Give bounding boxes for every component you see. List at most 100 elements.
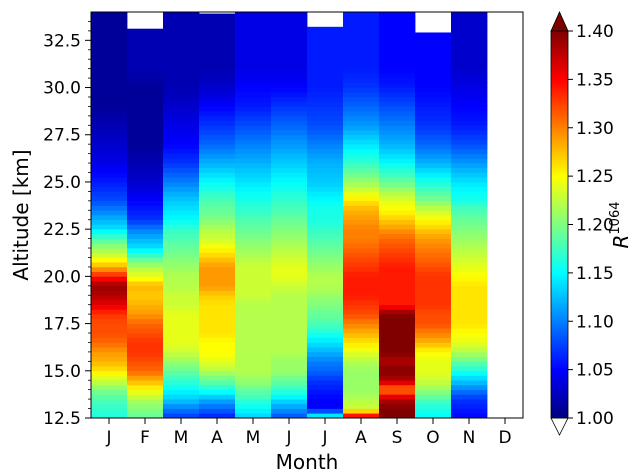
heatmap-cell — [163, 408, 200, 414]
heatmap-cell — [451, 398, 488, 405]
heatmap-cell — [127, 257, 164, 263]
heatmap-cell — [307, 361, 344, 367]
heatmap-cell — [235, 49, 272, 55]
heatmap-cell — [415, 158, 452, 164]
heatmap-cell — [415, 40, 452, 46]
colorbar-tick-label: 1.15 — [576, 264, 614, 284]
heatmap-cell — [379, 337, 416, 343]
heatmap-cell — [127, 129, 164, 136]
heatmap-cell — [307, 233, 344, 239]
heatmap-cell — [271, 408, 308, 414]
heatmap-cell — [127, 200, 164, 206]
heatmap-cell — [415, 342, 452, 348]
heatmap-cell — [415, 186, 452, 192]
heatmap-cell — [199, 143, 236, 150]
heatmap-cell — [91, 257, 128, 263]
heatmap-cell — [451, 21, 488, 27]
heatmap-cell — [127, 403, 164, 409]
heatmap-cell — [379, 101, 416, 107]
heatmap-cell — [127, 82, 164, 88]
heatmap-cell — [127, 153, 164, 159]
y-tick-label: 22.5 — [43, 220, 81, 240]
heatmap-cell — [415, 370, 452, 376]
heatmap-cell — [379, 30, 416, 36]
heatmap-cell — [451, 294, 488, 301]
heatmap-cell — [379, 394, 416, 400]
y-tick-label: 30.0 — [43, 79, 81, 99]
heatmap-cell — [127, 309, 164, 315]
heatmap-cell — [91, 337, 128, 343]
heatmap-cell — [235, 243, 272, 249]
heatmap-cell — [199, 313, 236, 320]
heatmap-cell — [91, 153, 128, 159]
heatmap-cell — [199, 214, 236, 221]
heatmap-cell — [271, 276, 308, 282]
heatmap-cell — [199, 129, 236, 136]
heatmap-cell — [415, 181, 452, 187]
heatmap-cell — [91, 304, 128, 310]
heatmap-cell — [343, 58, 380, 65]
heatmap-cell — [271, 224, 308, 230]
heatmap-cell — [307, 238, 344, 244]
heatmap-cell — [343, 313, 380, 320]
heatmap-cell — [451, 58, 488, 65]
heatmap-cell — [235, 224, 272, 230]
heatmap-cell — [235, 294, 272, 301]
heatmap-cell — [199, 370, 236, 376]
heatmap-cell — [199, 228, 236, 235]
heatmap-cell — [235, 304, 272, 310]
heatmap-cell — [91, 224, 128, 230]
x-tick-label: F — [140, 428, 150, 448]
heatmap-cell — [343, 266, 380, 272]
heatmap-cell — [343, 96, 380, 102]
heatmap-cell — [235, 398, 272, 405]
heatmap-cell — [379, 384, 416, 390]
heatmap-cell — [307, 68, 344, 74]
heatmap-cell — [271, 375, 308, 381]
heatmap-cell — [163, 346, 200, 353]
heatmap-cell — [163, 332, 200, 339]
heatmap-cell — [235, 40, 272, 46]
heatmap-cell — [199, 389, 236, 395]
heatmap-cell — [127, 209, 164, 216]
heatmap-cell — [451, 375, 488, 381]
heatmap-cell — [451, 205, 488, 211]
heatmap-cell — [199, 379, 236, 386]
heatmap-cell — [343, 120, 380, 126]
heatmap-cell — [307, 91, 344, 98]
heatmap-cell — [307, 153, 344, 159]
heatmap-cell — [235, 290, 272, 296]
heatmap-cell — [415, 200, 452, 206]
heatmap-cell — [235, 323, 272, 329]
heatmap-cell — [163, 115, 200, 121]
heatmap-cell — [235, 167, 272, 173]
heatmap-cell — [127, 162, 164, 169]
heatmap-cell — [163, 129, 200, 136]
heatmap-cell — [199, 309, 236, 315]
heatmap-cell — [343, 30, 380, 36]
heatmap-cell — [91, 247, 128, 254]
heatmap-cell — [235, 11, 272, 18]
heatmap-cell — [379, 238, 416, 244]
heatmap-cell — [91, 181, 128, 187]
heatmap-cell — [343, 16, 380, 22]
heatmap-cell — [451, 247, 488, 254]
heatmap-cell — [343, 361, 380, 367]
heatmap-cell — [451, 370, 488, 376]
heatmap-cell — [451, 91, 488, 98]
heatmap-cell — [271, 219, 308, 225]
heatmap-cell — [271, 342, 308, 348]
heatmap-cell — [127, 54, 164, 60]
heatmap-cell — [379, 195, 416, 202]
heatmap-cell — [415, 54, 452, 60]
heatmap-cell — [163, 158, 200, 164]
heatmap-cell — [91, 35, 128, 41]
heatmap-cell — [415, 209, 452, 216]
heatmap-cell — [451, 25, 488, 32]
heatmap-cell — [379, 40, 416, 46]
heatmap-cell — [127, 379, 164, 386]
heatmap-cell — [127, 134, 164, 140]
heatmap-cell — [235, 115, 272, 121]
heatmap-cell — [451, 346, 488, 353]
heatmap-cell — [271, 412, 308, 419]
